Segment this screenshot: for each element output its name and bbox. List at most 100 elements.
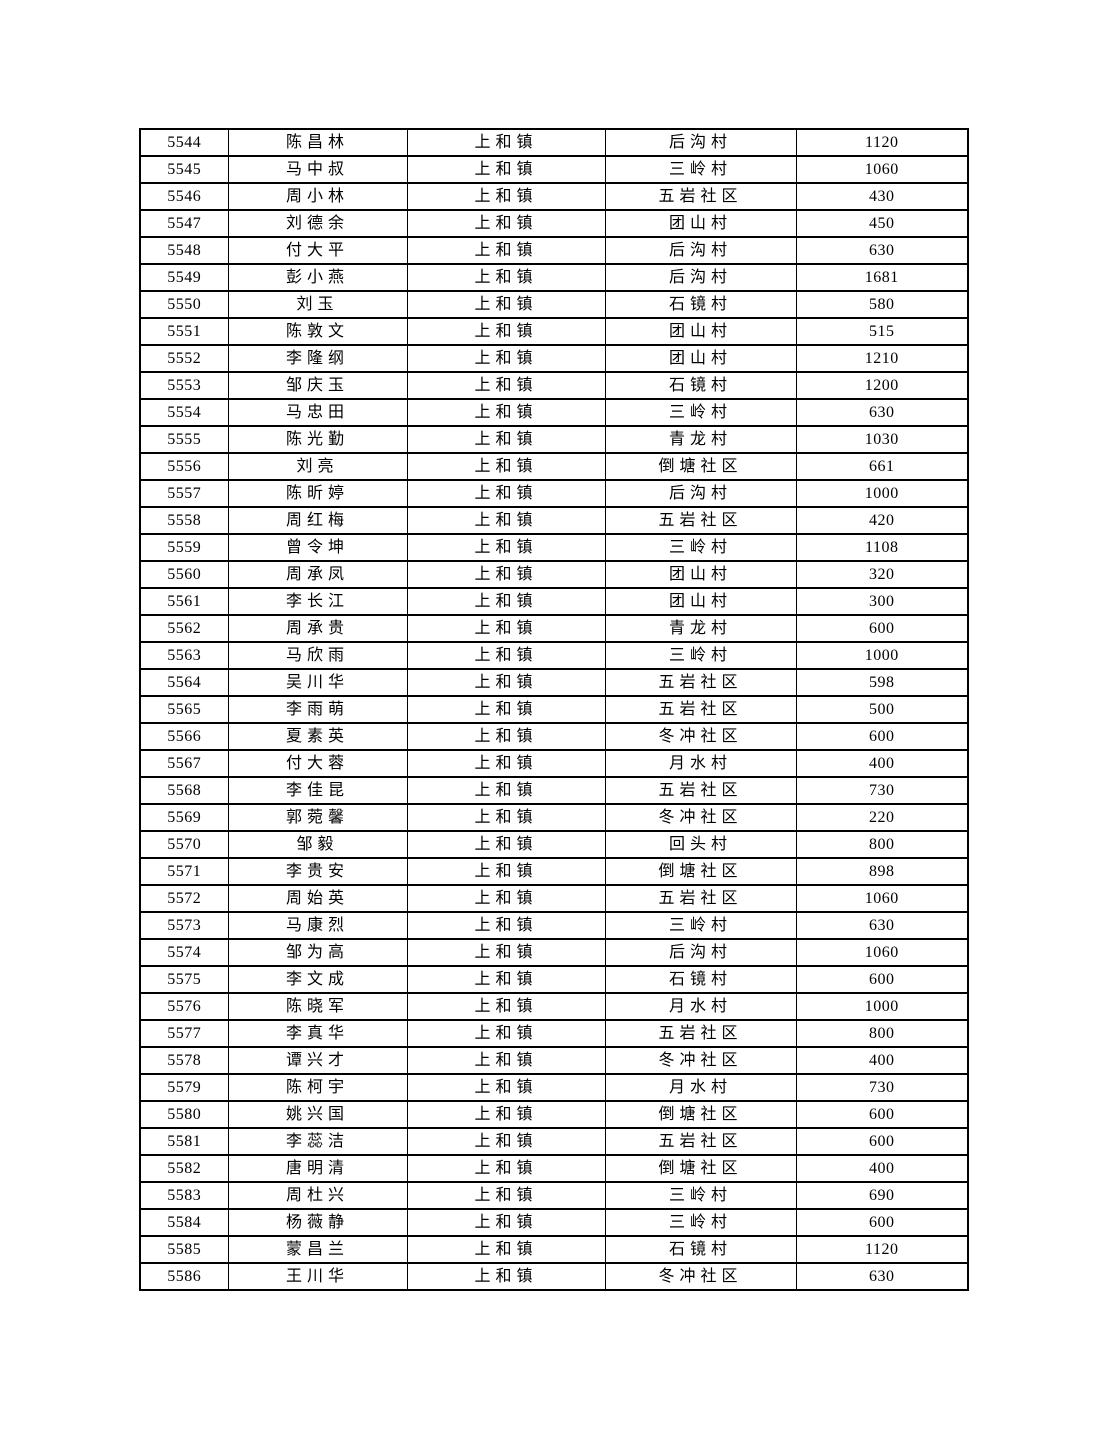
table-cell-amount: 630 <box>795 1262 969 1291</box>
table-cell-amount: 300 <box>795 587 969 616</box>
table-cell-village: 后沟村 <box>604 263 797 292</box>
table-cell-village: 青龙村 <box>604 614 797 643</box>
table-cell-village: 倒塘社区 <box>604 452 797 481</box>
table-cell-serial-number: 5570 <box>139 830 229 859</box>
table-row: 5566 夏素英 上和镇 冬冲社区 600 <box>139 722 969 751</box>
table-cell-person-name: 陈敦文 <box>227 317 408 346</box>
table-cell-serial-number: 5576 <box>139 992 229 1021</box>
table-cell-town: 上和镇 <box>406 695 606 724</box>
table-cell-town: 上和镇 <box>406 1208 606 1237</box>
table-cell-person-name: 陈晓军 <box>227 992 408 1021</box>
table-cell-person-name: 李文成 <box>227 965 408 994</box>
table-cell-person-name: 周始英 <box>227 884 408 913</box>
table-cell-serial-number: 5581 <box>139 1127 229 1156</box>
table-cell-person-name: 郭菀馨 <box>227 803 408 832</box>
table-row: 5546 周小林 上和镇 五岩社区 430 <box>139 182 969 211</box>
table-cell-serial-number: 5582 <box>139 1154 229 1183</box>
table-cell-town: 上和镇 <box>406 614 606 643</box>
table-cell-amount: 1210 <box>795 344 969 373</box>
table-cell-amount: 400 <box>795 1154 969 1183</box>
table-cell-serial-number: 5572 <box>139 884 229 913</box>
table-cell-village: 团山村 <box>604 344 797 373</box>
table-cell-serial-number: 5585 <box>139 1235 229 1264</box>
table-cell-town: 上和镇 <box>406 884 606 913</box>
table-row: 5561 李长江 上和镇 团山村 300 <box>139 587 969 616</box>
table-row: 5545 马中叔 上和镇 三岭村 1060 <box>139 155 969 184</box>
table-cell-amount: 600 <box>795 965 969 994</box>
table-cell-person-name: 杨薇静 <box>227 1208 408 1237</box>
table-cell-amount: 1060 <box>795 884 969 913</box>
table-cell-amount: 800 <box>795 1019 969 1048</box>
table-cell-person-name: 马忠田 <box>227 398 408 427</box>
table-cell-person-name: 周小林 <box>227 182 408 211</box>
table-cell-person-name: 李雨萌 <box>227 695 408 724</box>
table-cell-town: 上和镇 <box>406 938 606 967</box>
table-cell-town: 上和镇 <box>406 1046 606 1075</box>
table-cell-person-name: 谭兴才 <box>227 1046 408 1075</box>
table-cell-person-name: 曾令坤 <box>227 533 408 562</box>
table-cell-town: 上和镇 <box>406 155 606 184</box>
table-cell-serial-number: 5568 <box>139 776 229 805</box>
table-cell-person-name: 王川华 <box>227 1262 408 1291</box>
table-cell-amount: 600 <box>795 1208 969 1237</box>
table-cell-amount: 580 <box>795 290 969 319</box>
table-cell-town: 上和镇 <box>406 857 606 886</box>
table-cell-town: 上和镇 <box>406 668 606 697</box>
table-cell-person-name: 刘亮 <box>227 452 408 481</box>
table-cell-person-name: 李贵安 <box>227 857 408 886</box>
table-cell-village: 三岭村 <box>604 533 797 562</box>
table-cell-amount: 1030 <box>795 425 969 454</box>
table-cell-town: 上和镇 <box>406 1262 606 1291</box>
table-cell-town: 上和镇 <box>406 911 606 940</box>
table-cell-serial-number: 5563 <box>139 641 229 670</box>
table-cell-person-name: 周承凤 <box>227 560 408 589</box>
table-cell-person-name: 吴川华 <box>227 668 408 697</box>
table-cell-village: 五岩社区 <box>604 668 797 697</box>
table-cell-serial-number: 5567 <box>139 749 229 778</box>
table-cell-village: 月水村 <box>604 992 797 1021</box>
table-cell-village: 五岩社区 <box>604 506 797 535</box>
table-cell-village: 团山村 <box>604 587 797 616</box>
table-cell-serial-number: 5580 <box>139 1100 229 1129</box>
table-row: 5553 邹庆玉 上和镇 石镜村 1200 <box>139 371 969 400</box>
table-row: 5580 姚兴国 上和镇 倒塘社区 600 <box>139 1100 969 1129</box>
table-cell-village: 三岭村 <box>604 911 797 940</box>
table-cell-serial-number: 5552 <box>139 344 229 373</box>
table-cell-amount: 1120 <box>795 1235 969 1264</box>
table-cell-serial-number: 5574 <box>139 938 229 967</box>
table-cell-amount: 1108 <box>795 533 969 562</box>
table-cell-town: 上和镇 <box>406 398 606 427</box>
table-cell-amount: 1200 <box>795 371 969 400</box>
table-cell-town: 上和镇 <box>406 209 606 238</box>
table-cell-town: 上和镇 <box>406 1019 606 1048</box>
table-row: 5577 李真华 上和镇 五岩社区 800 <box>139 1019 969 1048</box>
table-cell-town: 上和镇 <box>406 263 606 292</box>
table-cell-village: 三岭村 <box>604 398 797 427</box>
table-row: 5582 唐明清 上和镇 倒塘社区 400 <box>139 1154 969 1183</box>
table-cell-village: 五岩社区 <box>604 182 797 211</box>
table-cell-serial-number: 5578 <box>139 1046 229 1075</box>
table-cell-village: 回头村 <box>604 830 797 859</box>
table-cell-serial-number: 5559 <box>139 533 229 562</box>
table-cell-serial-number: 5573 <box>139 911 229 940</box>
table-cell-serial-number: 5579 <box>139 1073 229 1102</box>
table-cell-town: 上和镇 <box>406 722 606 751</box>
table-cell-amount: 400 <box>795 749 969 778</box>
table-cell-person-name: 马康烈 <box>227 911 408 940</box>
table-row: 5571 李贵安 上和镇 倒塘社区 898 <box>139 857 969 886</box>
table-cell-person-name: 李隆纲 <box>227 344 408 373</box>
table-cell-amount: 420 <box>795 506 969 535</box>
table-cell-amount: 598 <box>795 668 969 697</box>
table-cell-town: 上和镇 <box>406 992 606 1021</box>
table-cell-village: 倒塘社区 <box>604 857 797 886</box>
table-cell-serial-number: 5553 <box>139 371 229 400</box>
table-cell-village: 青龙村 <box>604 425 797 454</box>
table-cell-person-name: 李长江 <box>227 587 408 616</box>
table-cell-serial-number: 5584 <box>139 1208 229 1237</box>
table-cell-town: 上和镇 <box>406 1073 606 1102</box>
table-cell-person-name: 马中叔 <box>227 155 408 184</box>
table-row: 5583 周杜兴 上和镇 三岭村 690 <box>139 1181 969 1210</box>
table-cell-town: 上和镇 <box>406 965 606 994</box>
table-cell-town: 上和镇 <box>406 128 606 157</box>
table-cell-village: 五岩社区 <box>604 1019 797 1048</box>
